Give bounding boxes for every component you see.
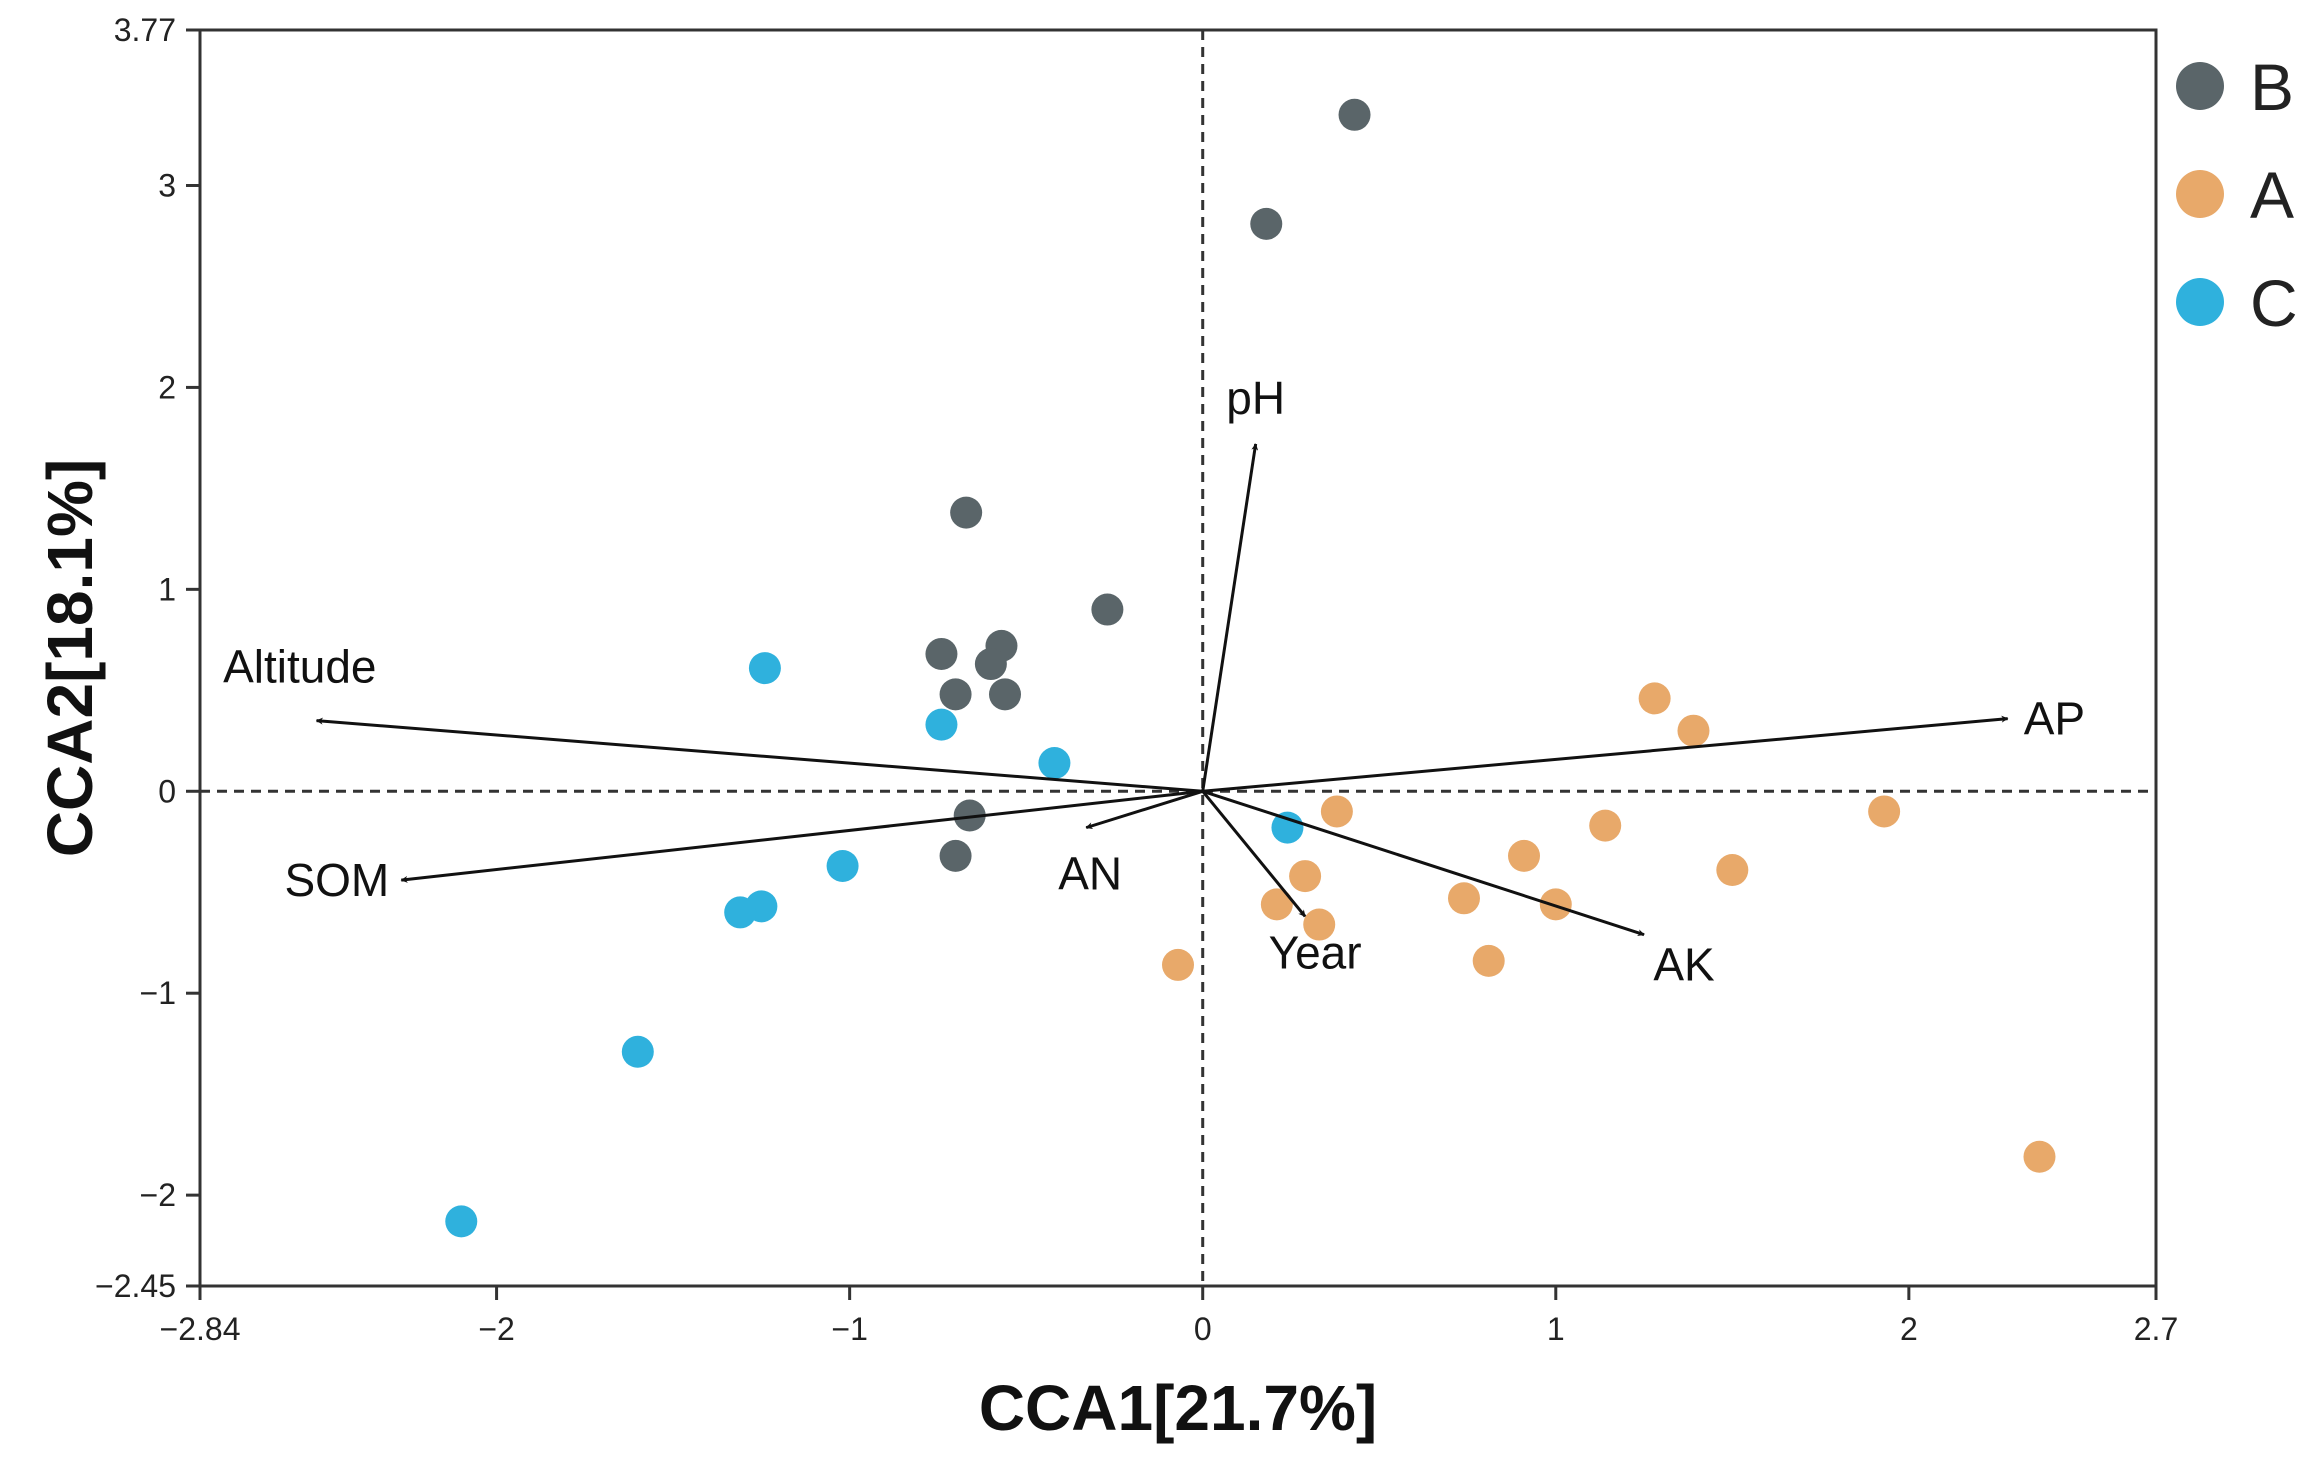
x-tick-label: 0 (1194, 1311, 1212, 1347)
point-group-a (1638, 682, 1671, 715)
legend-label-b: B (2250, 50, 2294, 124)
point-group-a (1162, 948, 1194, 981)
point-group-c (1038, 747, 1071, 780)
point-group-b (939, 839, 972, 872)
y-tick-label: 1 (158, 571, 176, 607)
arrow-som (400, 789, 1203, 883)
arrow-label-altitude: Altitude (223, 641, 376, 693)
y-tick-label: 3.77 (114, 12, 176, 48)
y-tick-label: −2.45 (95, 1268, 176, 1304)
point-group-c (1271, 811, 1304, 844)
environment-arrows: pH Altitude AP SOM AN Year AK (223, 372, 2085, 991)
legend: BAC (2176, 50, 2298, 340)
legend-marker-c (2176, 278, 2224, 326)
point-group-a (1868, 795, 1901, 828)
point-group-a (1589, 809, 1622, 842)
arrow-ap (1202, 715, 2009, 793)
arrow-label-ak: AK (1653, 939, 1715, 991)
arrow-ph (1201, 443, 1259, 792)
legend-marker-b (2176, 62, 2224, 110)
y-tick-label: 0 (158, 773, 176, 809)
arrow-label-year: Year (1269, 926, 1362, 978)
y-tick-label: 2 (158, 369, 176, 405)
point-group-b (939, 678, 972, 711)
sample-points (445, 98, 2056, 1238)
point-group-c (748, 652, 781, 685)
arrow-label-som: SOM (284, 854, 389, 906)
point-group-a (1472, 944, 1505, 977)
point-group-c (621, 1035, 654, 1068)
x-tick-label: −1 (831, 1311, 867, 1347)
arrow-year (1201, 790, 1307, 918)
arrow-label-ph: pH (1226, 372, 1285, 424)
y-axis-ticks: 3.77 3 2 1 0 −1 −2 −2.45 (95, 12, 200, 1304)
point-group-b (1250, 207, 1283, 240)
point-group-a (1539, 888, 1572, 921)
point-group-a (1320, 795, 1353, 828)
x-axis-title: CCA1[21.7%] (979, 1372, 1377, 1444)
legend-label-c: C (2250, 266, 2298, 340)
point-group-c (724, 896, 757, 929)
x-tick-label: −2.84 (160, 1311, 241, 1347)
arrow-an (1085, 789, 1204, 830)
point-group-a (1508, 839, 1541, 872)
point-group-c (826, 849, 859, 882)
arrow-label-ap: AP (2024, 693, 2085, 745)
y-axis-title: CCA2[18.1%] (34, 459, 106, 857)
arrow-altitude (315, 717, 1203, 793)
point-group-b (1338, 98, 1371, 131)
point-group-b (953, 799, 986, 832)
point-group-a (1289, 860, 1322, 893)
point-group-c (925, 708, 958, 741)
point-group-b (1091, 593, 1124, 626)
arrow-ak (1202, 789, 1645, 937)
y-tick-label: −2 (140, 1177, 176, 1213)
point-group-a (1447, 882, 1480, 915)
x-axis-ticks: −2.84 −2 −1 0 1 2 2.7 (160, 1286, 2178, 1347)
point-group-a (1260, 888, 1293, 921)
x-tick-label: −2 (478, 1311, 514, 1347)
x-tick-label: 2.7 (2134, 1311, 2178, 1347)
plot-area (198, 28, 2158, 1288)
point-group-a (1716, 854, 1749, 887)
y-tick-label: 3 (158, 167, 176, 203)
point-group-a (1677, 714, 1710, 747)
x-tick-label: 2 (1900, 1311, 1918, 1347)
point-group-b (950, 496, 983, 529)
y-tick-label: −1 (140, 975, 176, 1011)
point-group-a (1303, 908, 1336, 941)
point-group-b (974, 648, 1007, 681)
legend-label-a: A (2250, 158, 2294, 232)
point-group-b (988, 678, 1021, 711)
arrow-label-an: AN (1058, 848, 1122, 900)
x-tick-label: 1 (1547, 1311, 1565, 1347)
legend-marker-a (2176, 170, 2224, 218)
point-group-b (925, 637, 958, 670)
point-group-a (2023, 1140, 2056, 1173)
point-group-c (445, 1205, 478, 1238)
